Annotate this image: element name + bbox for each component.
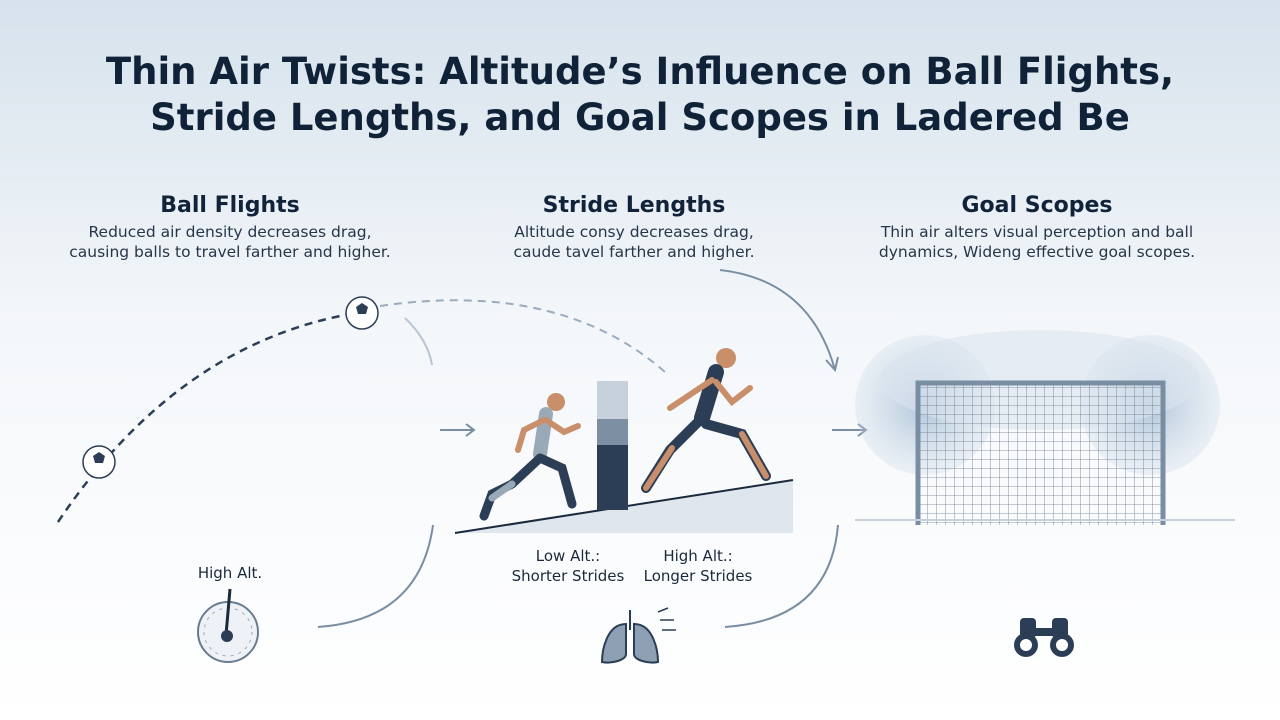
gauge-icon <box>197 588 259 663</box>
trajectory <box>379 299 666 373</box>
runner-low <box>479 393 581 521</box>
arrow <box>719 269 836 371</box>
arc <box>724 524 839 628</box>
binoculars-icon <box>1014 618 1074 657</box>
stride-caption: Shorter Strides <box>512 567 625 585</box>
lungs-icon <box>600 607 676 664</box>
section-text: Thin air alters visual perception and ba… <box>880 223 1193 241</box>
gauge-label: High Alt. <box>198 564 262 582</box>
runner-high <box>641 348 771 493</box>
section-text: causing balls to travel farther and high… <box>69 243 391 261</box>
section-text: Altitude consy decreases drag, <box>514 223 754 241</box>
arc <box>404 317 433 366</box>
arrow <box>440 423 476 437</box>
title-line: Thin Air Twists: Altitude’s Influence on… <box>106 50 1174 93</box>
section-heading: Goal Scopes <box>962 193 1113 218</box>
section-text: dynamics, Wideng effective goal scopes. <box>879 243 1195 261</box>
section-heading: Stride Lengths <box>543 193 726 218</box>
stride-label: Low Alt.: <box>536 547 600 565</box>
ball <box>345 296 379 330</box>
arrow-head <box>825 356 839 373</box>
title-line: Stride Lengths, and Goal Scopes in Lader… <box>150 96 1130 139</box>
arc <box>317 524 434 628</box>
section-text: caude tavel farther and higher. <box>513 243 754 261</box>
stride-label: High Alt.: <box>663 547 732 565</box>
ball <box>82 445 116 479</box>
altitude-bar <box>597 445 628 510</box>
altitude-bar <box>597 381 628 419</box>
section-heading: Ball Flights <box>160 193 300 218</box>
altitude-bar <box>597 419 628 445</box>
goal-net <box>918 383 1163 525</box>
section-text: Reduced air density decreases drag, <box>88 223 371 241</box>
goal-frame <box>915 380 1166 525</box>
stride-caption: Longer Strides <box>644 567 753 585</box>
